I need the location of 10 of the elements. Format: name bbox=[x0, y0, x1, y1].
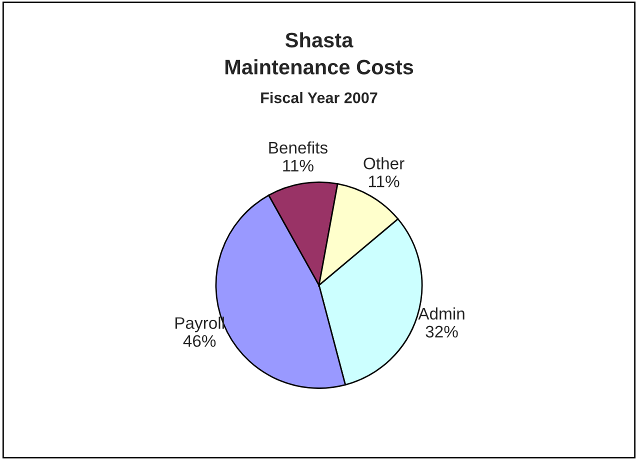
data-label: 11% bbox=[283, 160, 314, 172]
data-label: 32% bbox=[426, 326, 458, 338]
slice-label: Other bbox=[364, 157, 404, 170]
chart-subtitle: Fiscal Year 2007 bbox=[261, 92, 378, 104]
slice-label: Admin bbox=[418, 307, 464, 320]
chart-title: Shasta Maintenance Costs bbox=[225, 32, 414, 74]
data-label: 11% bbox=[368, 176, 400, 188]
slice-label: Benefits bbox=[269, 141, 328, 154]
data-label: 46% bbox=[183, 335, 216, 347]
slice-label: Payroll bbox=[175, 316, 224, 332]
